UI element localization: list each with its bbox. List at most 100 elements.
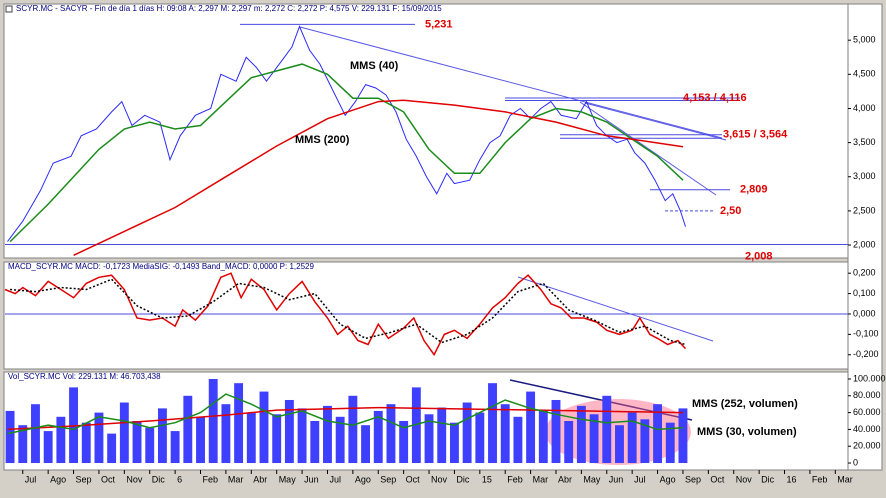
volume-bar	[602, 395, 612, 464]
trendline	[579, 101, 717, 196]
y-tick-label: 40.000	[853, 424, 881, 434]
volume-bar	[538, 410, 548, 464]
level-label: 3,615 / 3,564	[723, 129, 788, 141]
x-tick-label: Feb	[507, 474, 523, 484]
volume-bar	[157, 408, 167, 464]
macd-header: MACD_SCYR.MC MACD: -0,1723 MediaSIG: -0,…	[8, 262, 314, 271]
volume-bar	[56, 416, 66, 464]
y-tick-label: 4,000	[853, 103, 876, 113]
volume-bar	[335, 416, 345, 464]
series-label: MMS (200)	[295, 134, 350, 146]
level-label: 2,809	[740, 184, 768, 196]
y-tick-label: 0,000	[853, 308, 876, 318]
y-tick-label: 4,500	[853, 69, 876, 79]
x-tick-label: 6	[177, 474, 182, 484]
y-tick-label: -0,200	[853, 349, 879, 359]
x-tick-label: May	[279, 474, 297, 484]
volume-bar	[221, 404, 231, 464]
x-tick-label: Sep	[685, 474, 701, 484]
volume-bar	[564, 421, 574, 464]
y-tick-label: 20.000	[853, 441, 881, 451]
trendlines	[299, 26, 727, 421]
volume-header: Vol_SCYR.MC Vol: 229.131 M: 46.703,438	[8, 372, 161, 381]
x-tick-label: Dic	[761, 474, 774, 484]
y-tick-label: 3,500	[853, 137, 876, 147]
x-tick-label: Ago	[355, 474, 371, 484]
volume-bar	[18, 425, 28, 464]
volume-bar	[119, 402, 129, 464]
y-tick-label: 0	[853, 457, 858, 467]
volume-bar	[462, 402, 472, 464]
y-tick-label: 2,500	[853, 205, 876, 215]
volume-bar	[411, 387, 421, 464]
trendline	[299, 26, 723, 139]
volume-bar	[310, 421, 320, 464]
volume-bar	[678, 408, 688, 464]
price-panel	[3, 3, 849, 259]
y-tick-label: 0,200	[853, 268, 876, 278]
x-tick-label: Abr	[253, 474, 267, 484]
x-tick-label: Oct	[406, 474, 421, 484]
volume-bar	[424, 414, 434, 464]
x-tick-label: Oct	[101, 474, 116, 484]
volume-bar	[640, 419, 650, 464]
x-tick-label: Feb	[812, 474, 828, 484]
x-tick-label: 15	[482, 474, 492, 484]
volume-bar	[589, 414, 599, 464]
volume-bar	[43, 431, 53, 464]
volume-bar	[526, 391, 536, 464]
price-header: SCYR.MC - SACYR - Fin de día 1 días H: 0…	[16, 4, 442, 13]
series-line	[7, 393, 684, 435]
x-tick-label: Dic	[152, 474, 165, 484]
x-tick-label: Jul	[634, 474, 646, 484]
volume-bar	[399, 421, 409, 464]
series-line	[10, 278, 686, 346]
volume-bar	[132, 421, 142, 464]
y-tick-label: 2,000	[853, 239, 876, 249]
trendline	[584, 102, 727, 141]
volume-bar	[297, 408, 307, 464]
volume-bar	[551, 399, 561, 464]
y-tick-label: 100.000	[853, 373, 886, 383]
macd-panel	[3, 261, 849, 370]
x-tick-label: Ago	[660, 474, 676, 484]
volume-bar	[348, 395, 358, 464]
series-line	[73, 99, 684, 256]
trendline	[517, 276, 714, 342]
axis-panel	[847, 3, 883, 471]
x-tick-label: Jun	[609, 474, 624, 484]
y-tick-label: 60.000	[853, 407, 881, 417]
volume-bar	[627, 412, 637, 464]
volume-bar	[437, 407, 447, 464]
x-tick-label: Jul	[25, 474, 37, 484]
volume-bar	[513, 416, 523, 464]
volume-bar	[183, 395, 193, 464]
y-tick-label: 5,000	[853, 35, 876, 45]
x-tick-label: Jul	[329, 474, 341, 484]
x-tick-label: Nov	[431, 474, 448, 484]
level-label: 4,153 / 4,116	[683, 92, 747, 104]
volume-bar	[449, 422, 459, 464]
x-tick-label: Jun	[304, 474, 319, 484]
x-tick-label: Sep	[380, 474, 396, 484]
x-tick-label: Sep	[76, 474, 92, 484]
y-tick-label: -0,100	[853, 329, 879, 339]
volume-bar	[576, 405, 586, 464]
volume-bar	[5, 410, 15, 464]
volume-bar	[488, 383, 497, 464]
series-line	[7, 406, 684, 431]
volume-bar	[323, 405, 332, 464]
series-line	[9, 63, 684, 243]
y-tick-label: 0,100	[853, 288, 876, 298]
y-tick-label: 3,000	[853, 171, 876, 181]
x-tick-label: Feb	[203, 474, 219, 484]
volume-bar	[272, 414, 282, 464]
x-tick-label: Nov	[126, 474, 143, 484]
volume-bar	[145, 427, 155, 464]
volume-bar	[475, 412, 485, 464]
y-tick-label: 80.000	[853, 390, 881, 400]
x-tick-label: Nov	[736, 474, 753, 484]
level-label: 2,50	[720, 205, 741, 217]
volume-bar	[373, 410, 383, 464]
